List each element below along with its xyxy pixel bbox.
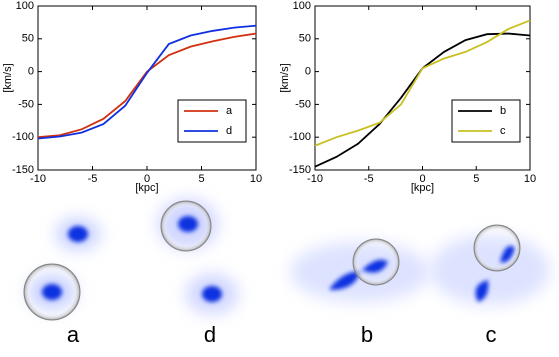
x-tick-label: 5 <box>473 173 479 185</box>
image-label: d <box>204 322 216 347</box>
x-tick-label: 10 <box>524 173 536 185</box>
y-tick-label: -150 <box>289 164 311 176</box>
legend-label: a <box>226 105 233 117</box>
image-label: c <box>486 322 497 347</box>
legend-label: d <box>226 125 232 137</box>
x-tick-label: -10 <box>307 173 323 185</box>
y-tick-label: 50 <box>22 33 34 45</box>
plot-area <box>37 5 257 171</box>
y-tick-label: -50 <box>18 98 34 110</box>
y-tick-label: -50 <box>295 98 311 110</box>
legend-box <box>177 99 247 143</box>
galaxy-images <box>23 199 550 321</box>
legend-label: c <box>500 125 506 137</box>
y-tick-label: -100 <box>12 131 34 143</box>
series-line <box>314 19 531 147</box>
series-line <box>37 24 257 140</box>
x-tick-label: 0 <box>144 173 150 185</box>
y-tick-label: 0 <box>28 66 34 78</box>
y-tick-label: -100 <box>289 131 311 143</box>
y-tick-label: -150 <box>12 164 34 176</box>
x-tick-label: 5 <box>198 173 204 185</box>
x-tick-label: -5 <box>364 173 374 185</box>
plot-area <box>314 5 531 171</box>
y-tick-label: 0 <box>305 66 311 78</box>
x-tick-label: 10 <box>250 173 262 185</box>
x-axis-label: [kpc] <box>411 182 434 194</box>
y-tick-label: 100 <box>16 0 34 12</box>
legend-box <box>451 99 521 143</box>
x-tick-label: -10 <box>30 173 46 185</box>
x-tick-label: 0 <box>419 173 425 185</box>
x-axis-label: [kpc] <box>135 182 158 194</box>
x-tick-label: -5 <box>88 173 98 185</box>
legend-label: b <box>500 105 506 117</box>
y-tick-label: 50 <box>299 33 311 45</box>
image-label: b <box>361 322 373 347</box>
image-label: a <box>67 322 80 347</box>
y-axis-label: [km/s] <box>2 63 14 92</box>
y-tick-label: 100 <box>293 0 311 12</box>
y-axis-label: [km/s] <box>279 63 291 92</box>
